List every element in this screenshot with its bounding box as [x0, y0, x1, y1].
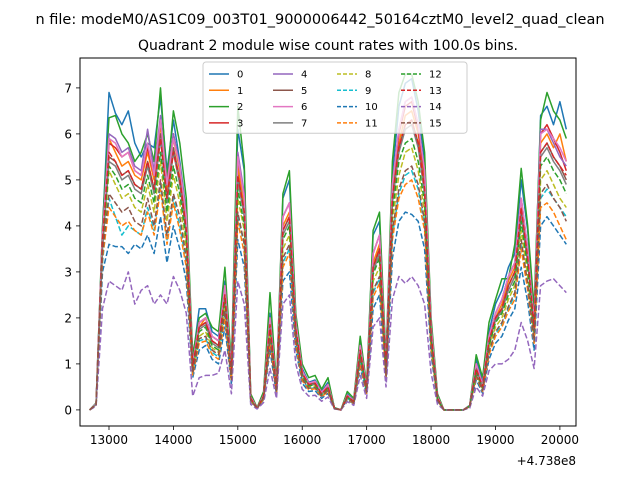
y-tick-label: 2: [64, 311, 72, 325]
series-line-9: [89, 169, 567, 411]
legend-label-2: 2: [237, 102, 243, 113]
legend-label-9: 9: [365, 86, 371, 97]
series-line-14: [89, 271, 567, 411]
series-line-6: [89, 96, 567, 411]
legend-label-10: 10: [365, 102, 378, 113]
legend-label-5: 5: [301, 86, 307, 97]
chart-title: Quadrant 2 module wise count rates with …: [138, 38, 518, 54]
legend-label-15: 15: [429, 118, 442, 129]
legend-label-8: 8: [365, 70, 371, 81]
figure-suptitle: n file: modeM0/AS1C09_003T01_9000006442_…: [35, 12, 604, 28]
legend-label-12: 12: [429, 70, 442, 81]
series-line-13: [89, 119, 567, 411]
x-tick-label: 14000: [154, 433, 192, 447]
legend-label-3: 3: [237, 118, 243, 129]
y-tick-label: 0: [64, 403, 72, 417]
series-line-15: [89, 165, 567, 411]
series-line-7: [89, 123, 567, 411]
y-tick-label: 3: [64, 265, 72, 279]
legend-label-14: 14: [429, 102, 442, 113]
y-tick-label: 4: [64, 219, 72, 233]
x-tick-label: 17000: [348, 433, 386, 447]
series-line-12: [89, 137, 567, 411]
plot-series: [89, 73, 568, 411]
series-line-2: [89, 73, 568, 411]
legend-label-6: 6: [301, 102, 307, 113]
y-tick-label: 5: [64, 173, 72, 187]
x-tick-label: 18000: [412, 433, 450, 447]
legend-label-0: 0: [237, 70, 243, 81]
y-tick-label: 7: [64, 81, 72, 95]
legend-label-11: 11: [365, 118, 378, 129]
legend-label-4: 4: [301, 70, 307, 81]
x-tick-label: 20000: [541, 433, 579, 447]
x-tick-label: 19000: [476, 433, 514, 447]
axis-ticks: 13000 14000 15000 16000 17000 18000 19000 20000…: [64, 81, 579, 447]
x-tick-label: 15000: [219, 433, 257, 447]
x-tick-label: 16000: [283, 433, 321, 447]
axes-frame: [79, 57, 577, 427]
legend-box: [202, 61, 468, 134]
x-offset-text: +4.738e8: [517, 454, 576, 468]
y-tick-label: 6: [64, 127, 72, 141]
legend-label-1: 1: [237, 86, 243, 97]
y-tick-label: 1: [64, 357, 72, 371]
legend-label-13: 13: [429, 86, 442, 97]
legend-label-7: 7: [301, 118, 307, 129]
x-tick-label: 13000: [90, 433, 128, 447]
